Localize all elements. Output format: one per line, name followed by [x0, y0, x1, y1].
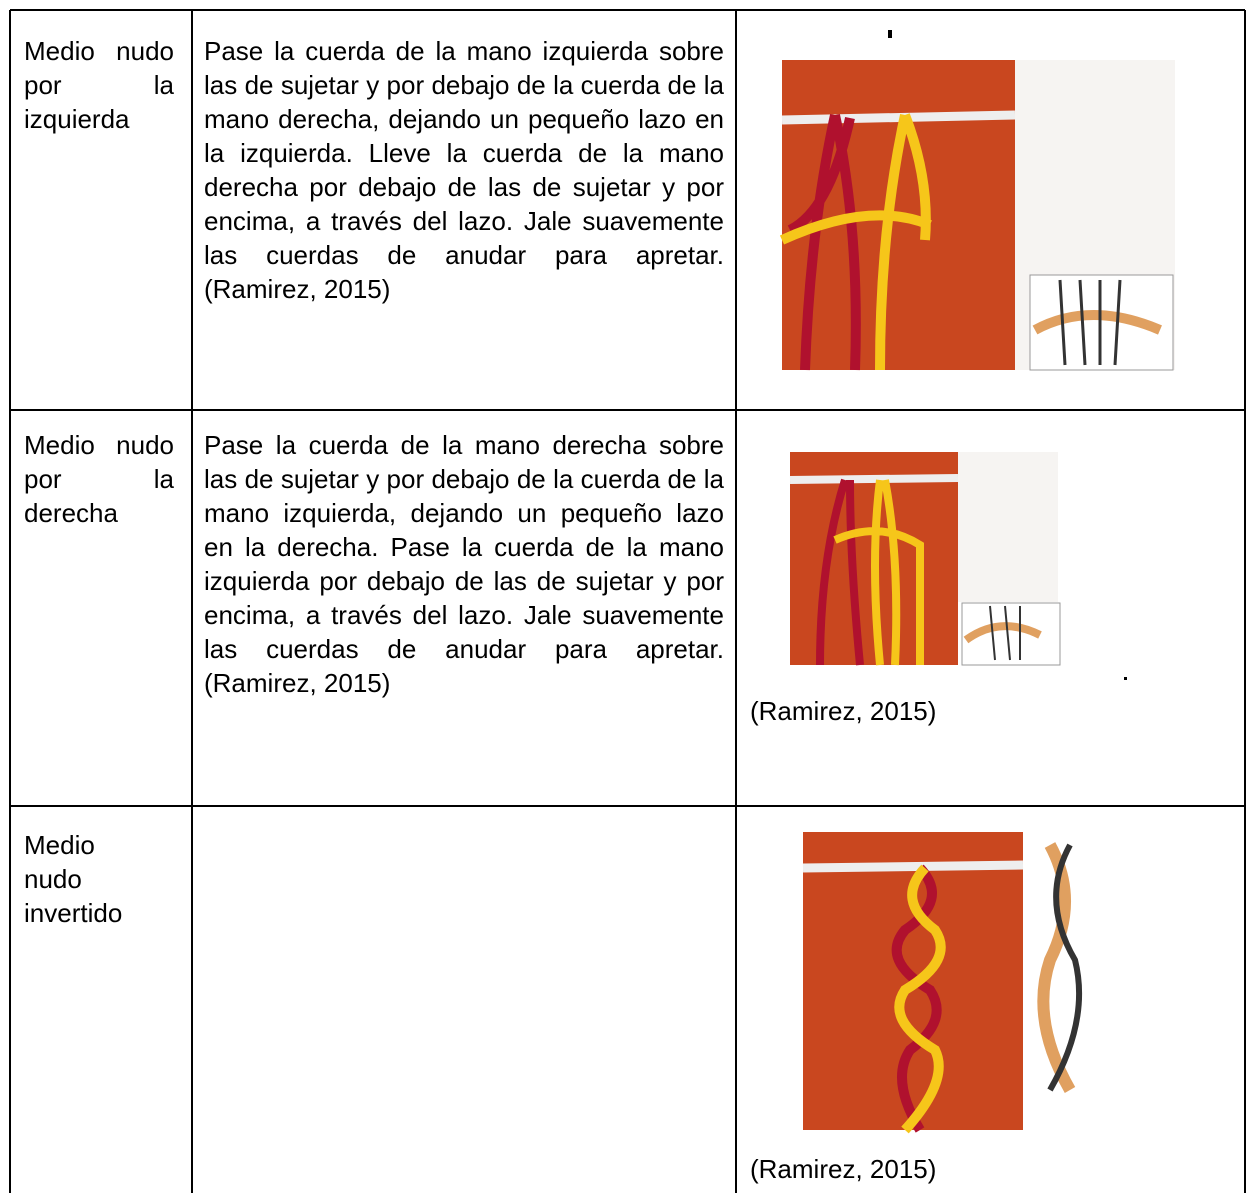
- image-caption: (Ramirez, 2015): [750, 696, 937, 726]
- image-caption: (Ramirez, 2015): [750, 1154, 937, 1184]
- row-name: Medio nudo por la derecha: [24, 430, 174, 528]
- knot-photo: [779, 30, 1175, 371]
- table-borders: [9, 9, 1246, 1193]
- row-name: Medio nudo invertido: [24, 830, 123, 928]
- knot-photo: [802, 832, 1112, 1134]
- row-description: Pase la cuerda de la mano izquierda sobr…: [204, 36, 724, 304]
- row-description: Pase la cuerda de la mano derecha sobre …: [204, 430, 724, 698]
- row-name: Medio nudo por la izquierda: [24, 36, 174, 134]
- knot-photo: [789, 452, 1127, 680]
